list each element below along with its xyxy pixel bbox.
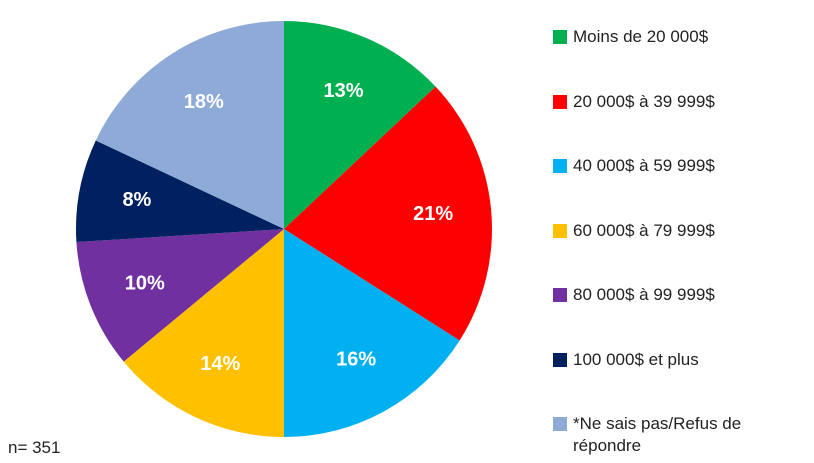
- pie-slice: [123, 229, 284, 437]
- legend-swatch: [553, 94, 567, 109]
- pie-slice: [284, 21, 436, 229]
- legend-label: Moins de 20 000$: [573, 27, 709, 46]
- annotation: n= 351: [8, 438, 61, 457]
- data-label: 21%: [413, 203, 453, 225]
- legend-entry: Moins de 20 000$: [553, 26, 808, 48]
- data-label: 8%: [122, 189, 151, 211]
- legend-entry: 80 000$ à 99 999$: [553, 284, 808, 306]
- pie-slice: [284, 229, 460, 437]
- legend-swatch: [553, 159, 567, 173]
- legend-label: 60 000$ à 79 999$: [573, 220, 715, 240]
- legend-label: 80 000$ à 99 999$: [573, 285, 715, 304]
- legend-entry: *Ne sais pas/Refus de répondre: [553, 413, 808, 457]
- legend-swatch: [553, 288, 567, 302]
- legend-entry: 60 000$ à 79 999$: [553, 220, 808, 242]
- pie-slice: [76, 229, 285, 362]
- data-label: 13%: [323, 80, 363, 102]
- legend-label: 20 000$ à 39 999$: [573, 91, 715, 111]
- legend-label: *Ne sais pas/Refus de répondre: [573, 414, 742, 455]
- legend-entry: 100 000$ et plus: [553, 349, 808, 371]
- legend-swatch: [553, 417, 567, 431]
- legend-swatch: [553, 30, 567, 44]
- legend-swatch: [553, 223, 567, 238]
- data-label: 16%: [336, 349, 376, 371]
- data-label: 14%: [200, 353, 240, 375]
- legend-swatch: [553, 352, 567, 367]
- data-label: 18%: [184, 91, 224, 113]
- legend-entry: 20 000$ à 39 999$: [553, 91, 808, 113]
- pie-slice: [284, 86, 492, 341]
- legend-entry: 40 000$ à 59 999$: [553, 155, 808, 177]
- pie-slice: [95, 21, 284, 229]
- data-label: 10%: [125, 272, 165, 294]
- legend-label: 100 000$ et plus: [573, 349, 699, 369]
- pie-slice: [76, 140, 284, 243]
- legend-label: 40 000$ à 59 999$: [573, 156, 715, 175]
